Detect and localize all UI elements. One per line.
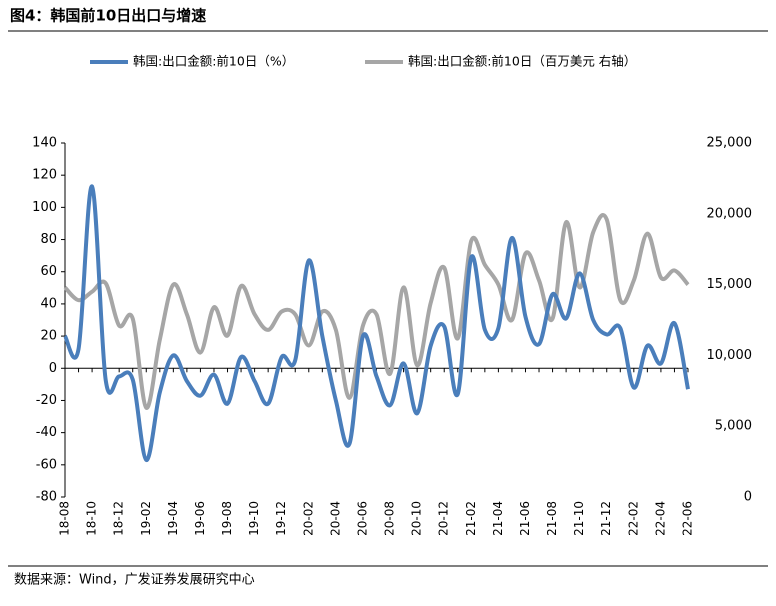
x-tick-label: 19-10 <box>247 501 261 536</box>
y-tick-label: -20 <box>36 393 57 408</box>
x-tick-label: 22-02 <box>626 501 640 536</box>
series-line <box>63 184 690 462</box>
x-tick-label: 19-08 <box>220 501 234 536</box>
x-tick-label: 18-08 <box>58 501 72 536</box>
x-tick-label: 19-02 <box>139 501 153 536</box>
y-tick-label: 120 <box>32 168 57 183</box>
y-tick-label: 100 <box>32 200 57 215</box>
x-tick-label: 20-08 <box>383 501 397 536</box>
x-tick-label: 19-12 <box>274 501 288 536</box>
y2-tick-label: 25,000 <box>707 136 753 151</box>
y-tick-label: 140 <box>32 136 57 151</box>
y2-tick-label: 0 <box>744 490 752 505</box>
x-tick-label: 22-04 <box>653 501 667 536</box>
y-tick-label: 0 <box>49 361 57 376</box>
y-tick-label: 20 <box>40 329 57 344</box>
y2-tick-label: 5,000 <box>715 419 752 434</box>
y-tick-label: -40 <box>36 425 57 440</box>
legend-label: 韩国:出口金额:前10日（%） <box>133 54 294 69</box>
y2-tick-label: 15,000 <box>707 277 753 292</box>
y-tick-label: -80 <box>36 490 57 505</box>
x-tick-label: 20-12 <box>437 501 451 536</box>
y-tick-label: 60 <box>40 264 57 279</box>
source-note: 数据来源：Wind，广发证券发展研究中心 <box>14 572 255 588</box>
x-tick-label: 20-02 <box>301 501 315 536</box>
x-tick-label: 22-06 <box>681 501 695 536</box>
x-tick-label: 21-10 <box>572 501 586 536</box>
x-tick-label: 20-10 <box>410 501 424 536</box>
y-tick-label: -60 <box>36 457 57 472</box>
x-tick-label: 19-04 <box>166 501 180 536</box>
legend-label: 韩国:出口金额:前10日（百万美元 右轴） <box>408 54 636 69</box>
x-tick-label: 19-06 <box>193 501 207 536</box>
x-tick-label: 21-02 <box>464 501 478 536</box>
x-tick-label: 21-06 <box>518 501 532 536</box>
chart-title: 图4：韩国前10日出口与增速 <box>10 7 206 25</box>
x-tick-label: 20-06 <box>355 501 369 536</box>
series-line <box>63 213 690 410</box>
x-tick-label: 18-12 <box>112 501 126 536</box>
y2-tick-label: 10,000 <box>707 348 753 363</box>
x-tick-label: 20-04 <box>328 501 342 536</box>
y-tick-label: 80 <box>40 232 57 247</box>
y2-tick-label: 20,000 <box>707 206 753 221</box>
x-tick-label: 18-10 <box>85 501 99 536</box>
x-tick-label: 21-08 <box>545 501 559 536</box>
x-tick-label: 21-12 <box>599 501 613 536</box>
x-tick-label: 21-04 <box>491 501 505 536</box>
y-tick-label: 40 <box>40 296 57 311</box>
